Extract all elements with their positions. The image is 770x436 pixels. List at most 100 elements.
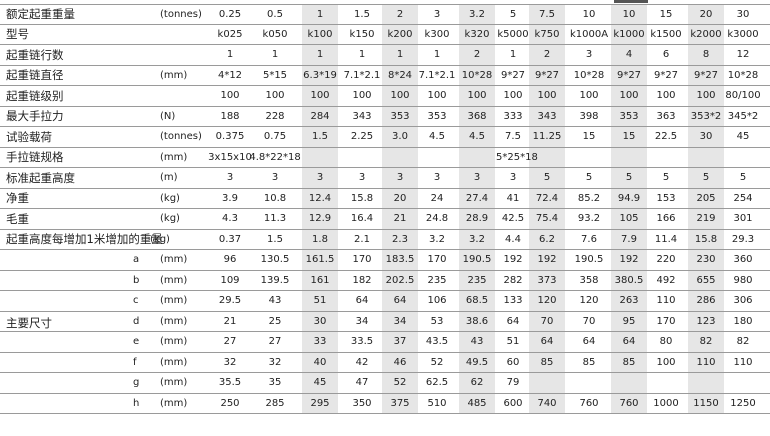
table-cell: 9*27 (529, 65, 565, 85)
table-cell: k100 (302, 24, 338, 44)
table-row: g (mm) 35.5 35 45 47 52 62.5 62 79 (0, 373, 770, 394)
table-cell: 70 (529, 311, 565, 331)
table-cell: 492 (656, 274, 676, 286)
table-cell (725, 148, 761, 168)
table-cell: 24 (430, 192, 444, 204)
dimension-letter: b (133, 274, 140, 286)
table-cell: 7.1*2.1 (343, 69, 381, 81)
table-cell: 220 (656, 254, 676, 266)
table-cell: 100 (382, 86, 418, 106)
table-cell: 510 (427, 397, 447, 409)
table-cell: 75.4 (529, 209, 565, 229)
table-cell: 1.5 (354, 8, 370, 20)
row-label: 最大手拉力 (6, 109, 64, 124)
table-cell: 100 (265, 90, 285, 102)
row-unit: (mm) (160, 377, 188, 389)
table-cell: 5 (662, 172, 670, 184)
table-cell: 100 (579, 90, 599, 102)
table-cell: 192 (529, 250, 565, 270)
table-cell: 105 (611, 209, 647, 229)
table-cell: 3.2 (459, 229, 495, 249)
table-cell: 15 (611, 127, 647, 147)
table-cell: 46 (382, 352, 418, 372)
table-cell: 37 (382, 332, 418, 352)
table-cell: 33.5 (350, 336, 374, 348)
table-cell: 2.1 (354, 233, 370, 245)
row-label: 起重高度每增加1米增加的重量 (6, 232, 163, 247)
dimension-letter: d (133, 315, 140, 327)
table-cell: k3000 (727, 28, 759, 40)
table-cell: 21 (223, 315, 237, 327)
table-cell: 45 (736, 131, 750, 143)
table-cell: 64 (382, 291, 418, 311)
table-row: e (mm) 27 27 33 33.5 37 43.5 43 51 64 64 64 80 82 82 (0, 332, 770, 353)
table-cell: 0.5 (267, 8, 283, 20)
table-cell: 85.2 (577, 192, 601, 204)
table-cell: 52 (430, 356, 444, 368)
table-cell: 161 (302, 270, 338, 290)
row-label: 净重 (6, 191, 29, 206)
table-cell: 9*27 (653, 69, 679, 81)
table-cell: 2 (459, 45, 495, 65)
table-cell: 3.9 (222, 192, 238, 204)
table-cell: 485 (459, 393, 495, 413)
table-cell: 12 (736, 49, 750, 61)
table-cell: 286 (688, 291, 724, 311)
table-cell: 254 (733, 192, 753, 204)
table-cell: 30 (736, 8, 750, 20)
table-cell: 27.4 (459, 188, 495, 208)
table-cell: 285 (265, 397, 285, 409)
table-cell: k050 (262, 28, 288, 40)
row-unit: (m) (160, 172, 178, 184)
table-cell (344, 148, 380, 168)
table-cell: 29.3 (731, 233, 755, 245)
table-cell: 100 (427, 90, 447, 102)
table-cell: 64 (529, 332, 565, 352)
row-label: 标准起重高度 (6, 170, 75, 185)
table-cell: 2.25 (350, 131, 374, 143)
row-unit: (mm) (160, 356, 188, 368)
table-cell: 43.5 (425, 336, 449, 348)
table-cell: 3x15x10 (208, 151, 252, 163)
table-cell (459, 147, 495, 167)
table-cell: 110 (656, 295, 676, 307)
table-cell: 7.6 (581, 233, 597, 245)
table-cell: 3.2 (459, 5, 495, 24)
row-unit: (kg) (160, 192, 180, 204)
table-cell: 2 (382, 5, 418, 24)
table-cell: 62 (459, 373, 495, 393)
table-cell: k300 (424, 28, 450, 40)
table-cell: 375 (382, 393, 418, 413)
table-cell: 3 (433, 8, 441, 20)
table-cell: 25 (268, 315, 282, 327)
table-cell: 10.8 (263, 192, 287, 204)
table-row: d (mm) 21 25 30 34 34 53 38.6 64 70 70 95 170 123 180 (0, 311, 770, 332)
table-cell: 64 (355, 295, 369, 307)
row-unit: (mm) (160, 69, 188, 81)
table-cell: 139.5 (260, 274, 290, 286)
table-cell: 205 (688, 188, 724, 208)
table-cell: 10 (611, 5, 647, 24)
table-cell: 0.375 (215, 131, 245, 143)
table-cell: 85 (611, 352, 647, 372)
table-cell: 32 (223, 356, 237, 368)
table-cell: 263 (611, 291, 647, 311)
table-cell (648, 373, 684, 393)
dimension-letter: c (133, 295, 139, 307)
table-cell: 3 (585, 49, 593, 61)
table-cell: 1 (433, 49, 441, 61)
table-cell: 1 (509, 49, 517, 61)
table-cell: 94.9 (611, 188, 647, 208)
table-cell: 192 (611, 250, 647, 270)
dimension-letter: e (133, 336, 140, 348)
table-cell: 7.1*2.1 (418, 69, 456, 81)
table-cell: 190.5 (459, 250, 495, 270)
table-cell: 15 (582, 131, 596, 143)
table-cell: 4.8*22*18 (249, 151, 301, 163)
table-row: a (mm) 96 130.5 161.5 170 183.5 170 190.5 192 192 1… (0, 250, 770, 271)
table-cell: 192 (503, 254, 523, 266)
table-cell: 52 (382, 373, 418, 393)
table-cell: 202.5 (382, 270, 418, 290)
table-cell: 282 (503, 274, 523, 286)
